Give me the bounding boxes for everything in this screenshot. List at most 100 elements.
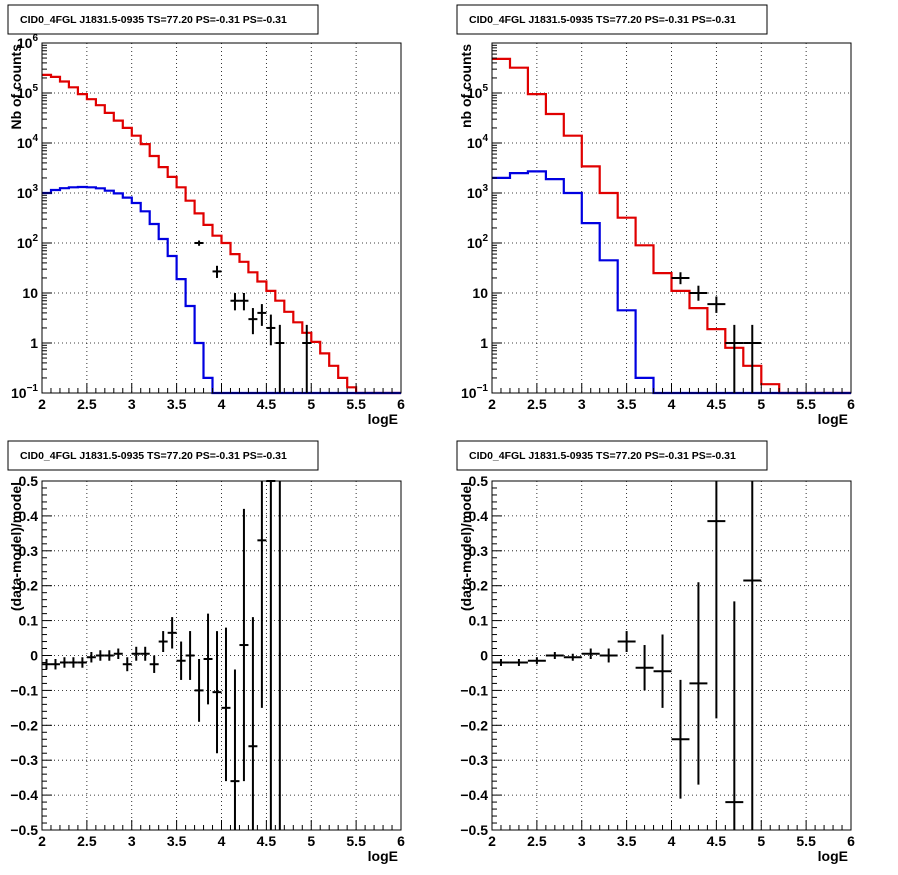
data-point — [743, 481, 762, 830]
x-tick-label: 3 — [128, 396, 136, 412]
x-tick-label: 5 — [757, 833, 765, 849]
x-tick-label: 5.5 — [346, 833, 366, 849]
x-tick-label: 3.5 — [617, 833, 637, 849]
y-tick-label: 104 — [467, 133, 489, 151]
data-points — [42, 480, 281, 830]
y-tick-label: −0.5 — [10, 822, 38, 838]
y-tick-label: 0.2 — [469, 578, 489, 594]
data-point — [599, 648, 618, 663]
data-point — [689, 582, 708, 785]
y-tick-label: 0.4 — [469, 508, 489, 524]
y-tick-label: 102 — [467, 233, 489, 251]
data-point — [104, 650, 114, 661]
y-tick-label: 0.3 — [19, 543, 39, 559]
x-tick-label: 4 — [218, 396, 226, 412]
y-axis-label: nb of counts — [458, 44, 474, 128]
y-tick-label: 0.5 — [19, 473, 39, 489]
data-point — [113, 648, 123, 659]
y-tick-label: −0.1 — [10, 682, 38, 698]
x-tick-label: 5 — [307, 396, 315, 412]
chart-title-box: CID0_4FGL J1831.5-0935 TS=77.20 PS=-0.31… — [456, 440, 768, 471]
y-tick-label: −0.2 — [10, 717, 38, 733]
data-point — [42, 658, 51, 670]
data-point — [617, 631, 636, 653]
y-tick-label: 105 — [467, 83, 489, 101]
x-tick-label: 2 — [38, 833, 46, 849]
y-tick-label: 104 — [17, 133, 39, 151]
axis-ticks — [41, 42, 402, 394]
x-tick-label: 4.5 — [707, 396, 727, 412]
x-tick-label: 3 — [578, 833, 586, 849]
chart-title: CID0_4FGL J1831.5-0935 TS=77.20 PS=-0.31… — [469, 450, 736, 462]
y-tick-label: 0.1 — [19, 613, 39, 629]
data-point — [302, 324, 312, 393]
data-points — [671, 272, 762, 393]
y-tick-label: −0.2 — [460, 717, 488, 733]
y-tick-label: 0.2 — [19, 578, 39, 594]
x-tick-label: 5.5 — [796, 396, 816, 412]
y-tick-label: −0.3 — [10, 752, 38, 768]
y-tick-label: −0.3 — [460, 752, 488, 768]
data-point — [185, 631, 195, 680]
data-point — [149, 655, 159, 673]
x-tick-label: 4 — [668, 396, 676, 412]
x-tick-label: 3.5 — [167, 833, 187, 849]
chart-panel-2: CID0_4FGL J1831.5-0935 TS=77.20 PS=-0.31… — [456, 4, 855, 427]
x-tick-label: 3 — [578, 396, 586, 412]
x-tick-label: 2 — [38, 396, 46, 412]
chart-title: CID0_4FGL J1831.5-0935 TS=77.20 PS=-0.31… — [20, 14, 287, 26]
y-tick-label: 1 — [30, 335, 38, 351]
y-tick-label: 0.1 — [469, 613, 489, 629]
data-point — [278, 481, 281, 830]
chart-title-box: CID0_4FGL J1831.5-0935 TS=77.20 PS=-0.31… — [7, 440, 319, 471]
data-point — [221, 627, 231, 782]
total_model-histogram — [492, 57, 851, 395]
y-tick-label: −0.5 — [460, 822, 488, 838]
y-tick-label: 0 — [30, 648, 38, 664]
y-tick-label: 1 — [480, 335, 488, 351]
y-tick-label: 10−1 — [11, 383, 38, 401]
data-point — [248, 308, 258, 335]
x-tick-label: 4 — [218, 833, 226, 849]
data-point — [743, 324, 762, 393]
x-tick-label: 5 — [757, 396, 765, 412]
data-point — [275, 324, 285, 393]
axis-ticks — [41, 480, 402, 831]
y-tick-label: 10−1 — [461, 383, 488, 401]
data-point — [671, 272, 690, 285]
data-point — [140, 646, 150, 661]
x-tick-label: 4.5 — [707, 833, 727, 849]
data-point — [545, 652, 564, 659]
y-axis-label: (data-model)/model — [458, 482, 474, 611]
y-tick-label: 103 — [17, 183, 39, 201]
x-tick-label: 2.5 — [527, 396, 547, 412]
data-point — [635, 645, 654, 691]
y-tick-label: 102 — [17, 233, 39, 251]
x-tick-label: 4 — [668, 833, 676, 849]
data-point — [707, 481, 726, 719]
data-point — [725, 601, 744, 830]
data-point — [158, 631, 168, 653]
data-point — [194, 240, 204, 246]
axis-ticks — [491, 42, 852, 394]
data-point — [212, 265, 222, 278]
x-tick-label: 3.5 — [167, 396, 187, 412]
chart-panel-4: CID0_4FGL J1831.5-0935 TS=77.20 PS=-0.31… — [456, 440, 855, 864]
x-tick-label: 5.5 — [346, 396, 366, 412]
data-point — [68, 657, 78, 668]
chart-title-box: CID0_4FGL J1831.5-0935 TS=77.20 PS=-0.31… — [7, 4, 319, 35]
data-point — [59, 657, 69, 668]
x-axis-label: logE — [368, 848, 398, 864]
x-tick-label: 6 — [397, 396, 405, 412]
data-points — [194, 240, 312, 393]
data-point — [212, 631, 222, 754]
x-tick-label: 4.5 — [257, 396, 277, 412]
chart-panel-3: CID0_4FGL J1831.5-0935 TS=77.20 PS=-0.31… — [7, 440, 405, 864]
y-axis-label: Nb of counts — [8, 44, 24, 130]
y-tick-label: 0.4 — [19, 508, 39, 524]
x-tick-label: 2 — [488, 396, 496, 412]
grid-lines — [42, 43, 401, 393]
y-axis-label: (data-model)/model — [8, 482, 24, 611]
data-point — [122, 657, 132, 672]
